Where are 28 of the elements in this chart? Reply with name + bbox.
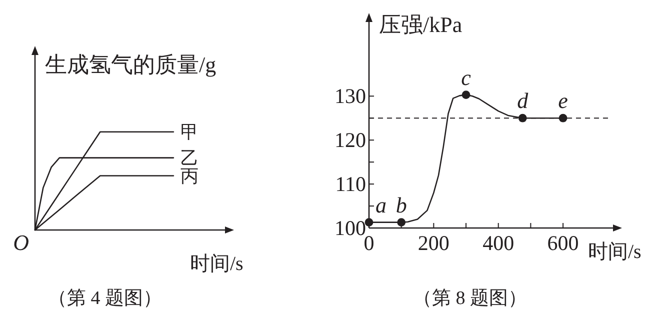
point	[558, 114, 568, 122]
y-axis-title: 生成氢气的质量/g	[45, 52, 216, 77]
text: O	[13, 230, 30, 255]
annotation: a	[376, 192, 386, 218]
y-tick-label: 110	[335, 172, 366, 196]
annotation: d	[517, 88, 530, 114]
x-tick-label: 400	[482, 231, 514, 255]
x-axis-title: 时间/s	[190, 253, 244, 275]
x-tick-label: 600	[547, 231, 579, 255]
series-label: 丙	[180, 166, 198, 186]
annotation: e	[558, 88, 568, 114]
text: （第 4 题图）	[48, 288, 162, 309]
point	[397, 218, 406, 226]
text: （第 8 题图）	[413, 288, 527, 309]
series-label: 乙	[180, 148, 198, 168]
y-axis-title: 压强/kPa	[379, 12, 462, 37]
x-tick-label: 200	[418, 231, 450, 255]
y-tick-label: 130	[334, 84, 366, 108]
x-tick-label: 0	[364, 231, 374, 255]
y-tick-label: 100	[334, 216, 366, 240]
point	[364, 218, 374, 226]
x-axis-title: 时间/s	[588, 241, 642, 263]
annotation: c	[461, 64, 472, 90]
point	[462, 90, 470, 100]
y-tick-label: 120	[334, 128, 366, 152]
annotation: b	[396, 192, 407, 218]
point	[518, 114, 527, 122]
series-label: 甲	[180, 122, 198, 142]
